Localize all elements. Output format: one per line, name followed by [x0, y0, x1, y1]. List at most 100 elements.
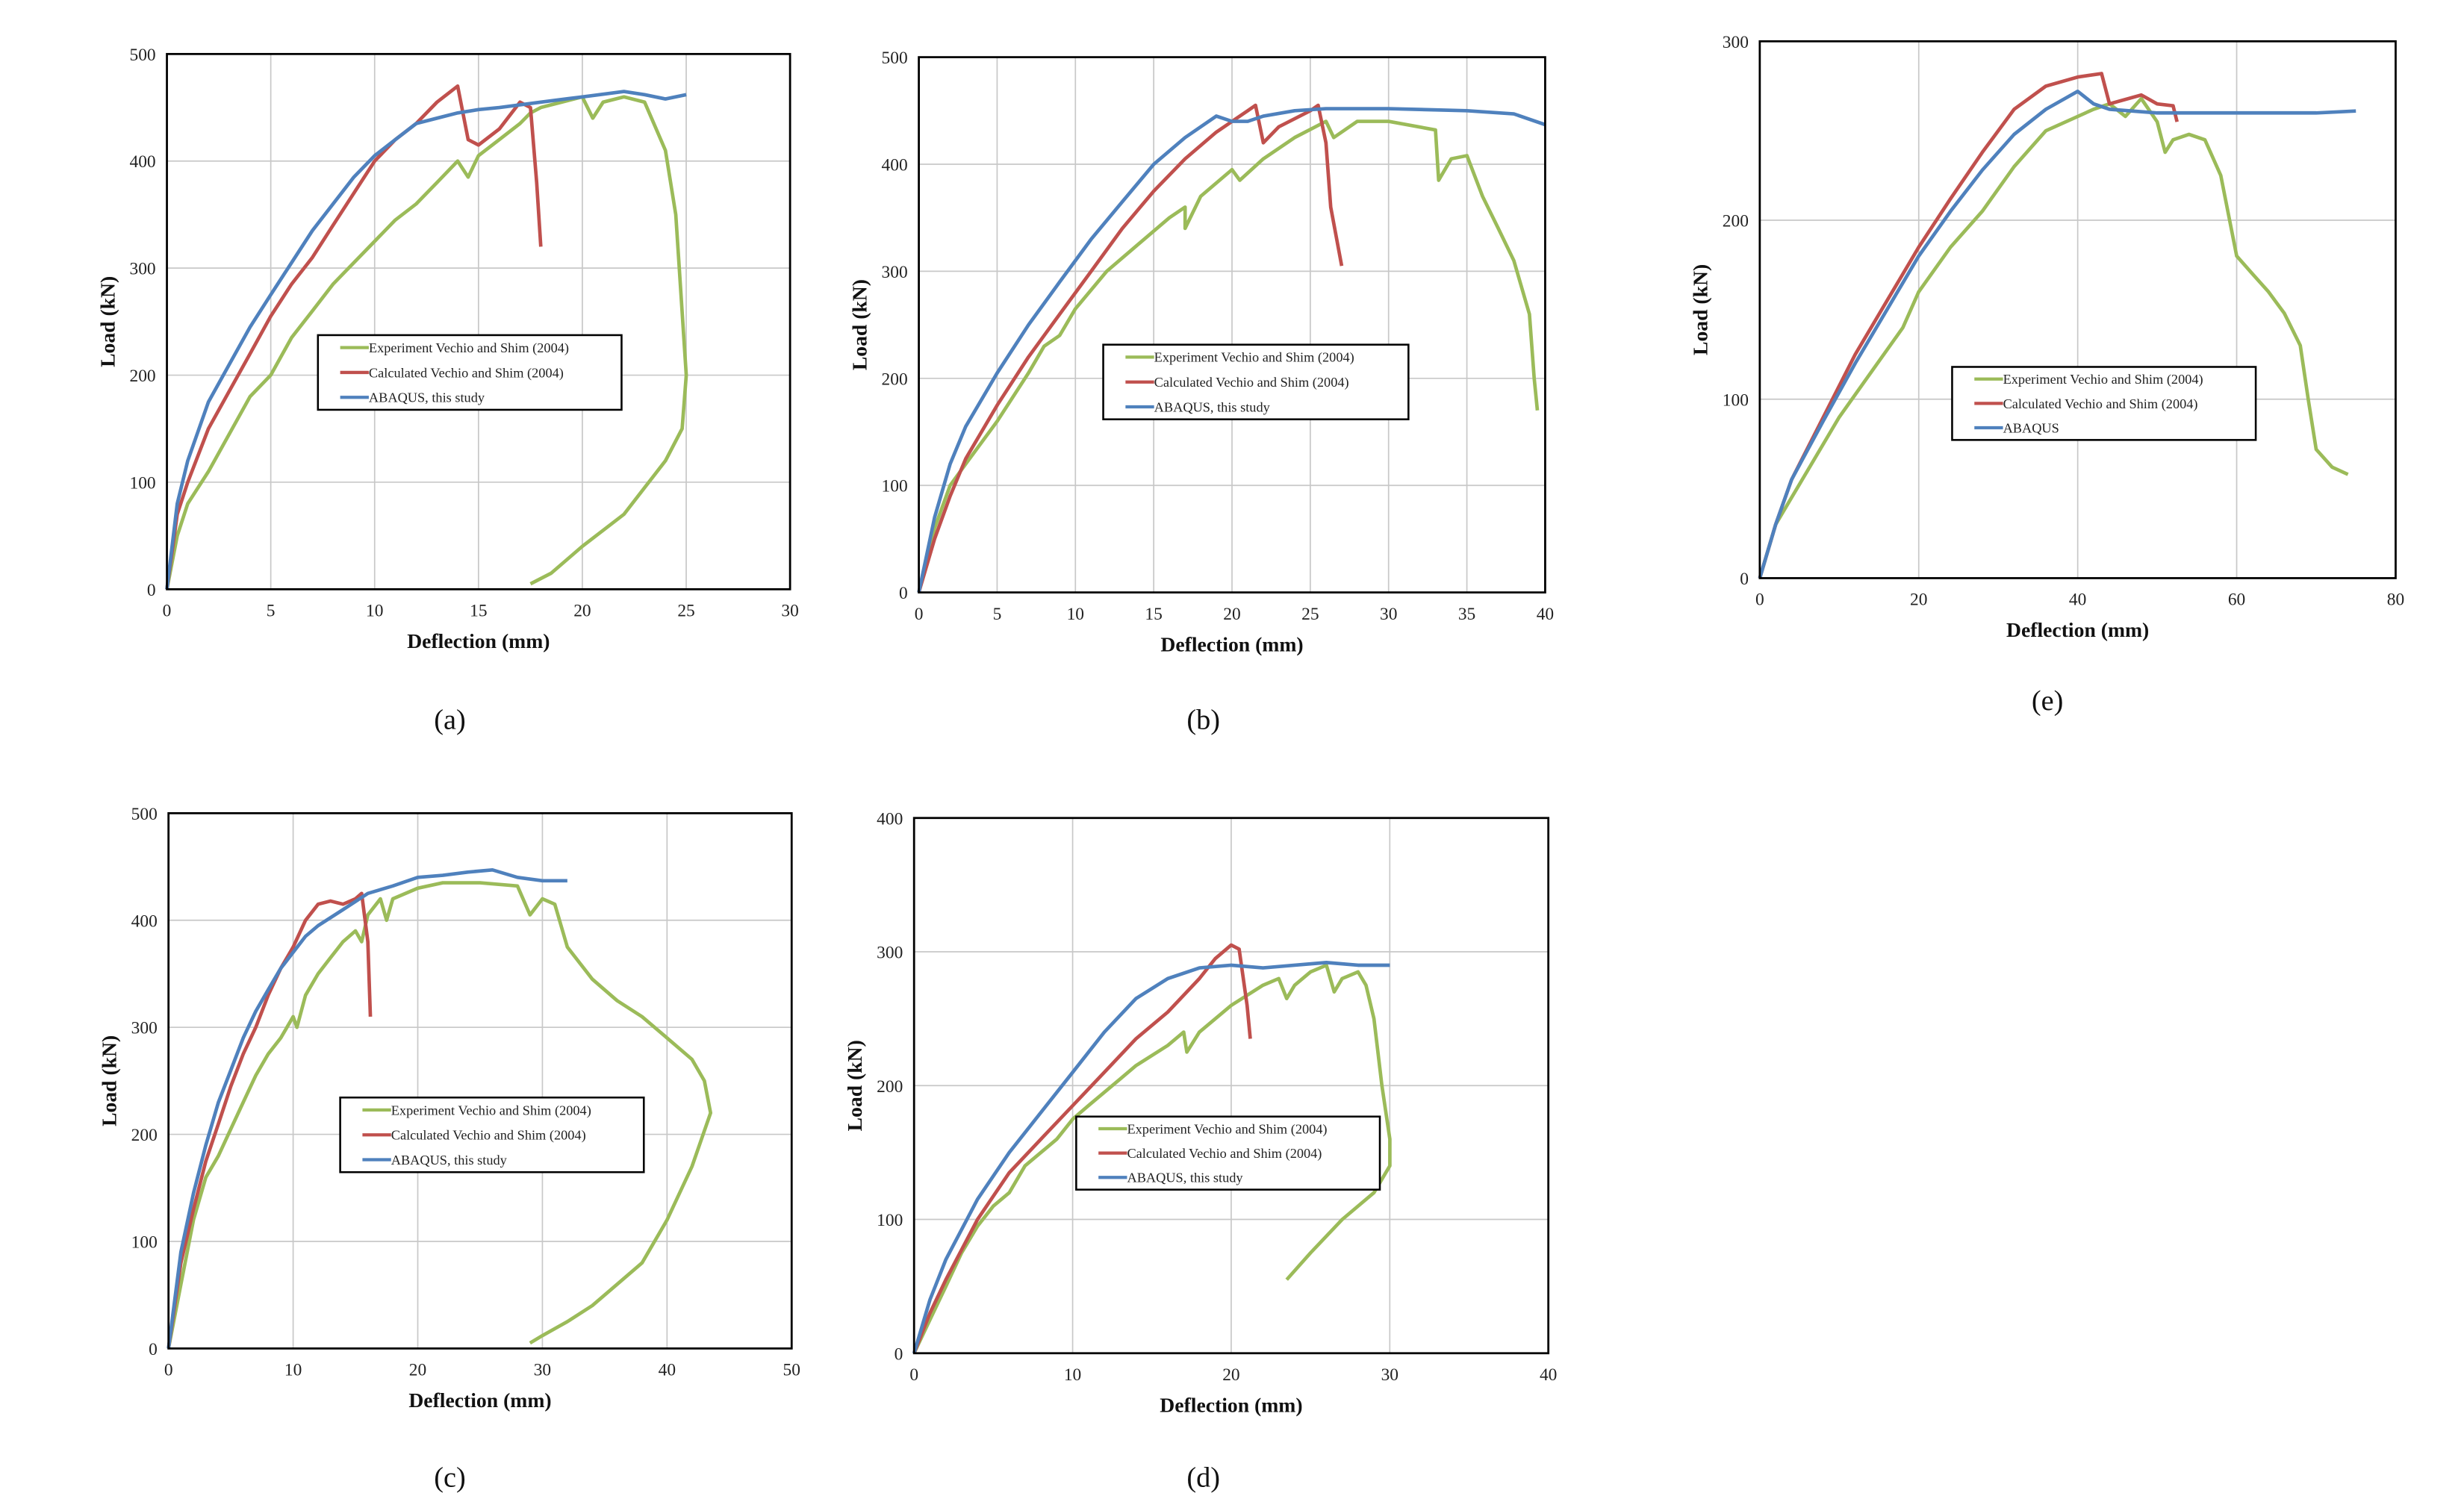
y-tick-label: 200	[131, 1126, 158, 1145]
x-tick-label: 0	[1755, 590, 1764, 610]
y-tick-label: 500	[131, 805, 158, 824]
x-tick-label: 0	[163, 602, 172, 621]
y-tick-label: 300	[131, 1019, 158, 1038]
legend: Experiment Vechio and Shim (2004) Calcula…	[1075, 1115, 1381, 1191]
x-tick-label: 0	[909, 1365, 918, 1385]
plot-frame	[918, 56, 1546, 593]
legend-label: ABAQUS	[2003, 420, 2059, 435]
y-tick-label: 0	[147, 581, 156, 600]
legend-label: Experiment Vechio and Shim (2004)	[1154, 350, 1354, 366]
y-tick-label: 100	[131, 1232, 158, 1252]
legend-label: Experiment Vechio and Shim (2004)	[369, 340, 569, 356]
series-line-experiment	[917, 119, 1540, 593]
x-tick-label: 30	[1381, 1365, 1399, 1385]
legend-label: Calculated Vechio and Shim (2004)	[2003, 396, 2198, 412]
y-tick-label: 300	[882, 263, 908, 282]
x-tick-label: 15	[470, 602, 487, 621]
series-line-abaqus	[165, 90, 687, 590]
x-axis-label: Deflection (mm)	[1160, 632, 1303, 655]
series-line-experiment	[1758, 96, 2349, 579]
x-tick-label: 60	[2228, 590, 2245, 610]
x-axis-label: Deflection (mm)	[407, 629, 550, 652]
legend-label: ABAQUS, this study	[1127, 1171, 1243, 1185]
y-tick-label: 400	[131, 911, 158, 931]
legend-label: ABAQUS, this study	[391, 1153, 508, 1168]
y-tick-label: 0	[899, 584, 908, 603]
plot-frame	[1758, 40, 2397, 579]
legend-label: ABAQUS, this study	[1154, 399, 1271, 414]
chart-panel-e: 0 20 40 60 80 0 100 200 300 Deflection (mm) Load (…	[1689, 33, 2405, 717]
legend: Experiment Vechio and Shim (2004) Calcula…	[317, 334, 623, 411]
y-tick-label: 300	[1723, 33, 1749, 52]
y-tick-label: 0	[1740, 570, 1749, 589]
y-tick-label: 300	[877, 944, 903, 963]
legend-label: Calculated Vechio and Shim (2004)	[1127, 1146, 1322, 1162]
series-line-calculated	[1758, 72, 2179, 579]
y-axis-label: Load (kN)	[96, 276, 119, 367]
x-tick-label: 20	[573, 602, 591, 621]
y-axis-label: Load (kN)	[1689, 264, 1712, 355]
x-tick-label: 5	[267, 602, 276, 621]
y-tick-label: 400	[882, 156, 908, 175]
x-tick-label: 10	[284, 1361, 302, 1380]
x-tick-label: 10	[1064, 1365, 1081, 1385]
y-tick-label: 200	[1723, 212, 1749, 231]
series-line-calculated	[165, 84, 543, 590]
x-tick-label: 50	[783, 1361, 800, 1380]
y-tick-label: 100	[1723, 390, 1749, 410]
y-axis-label: Load (kN)	[843, 1040, 866, 1131]
x-tick-label: 20	[409, 1361, 426, 1380]
x-tick-label: 25	[677, 602, 694, 621]
series-line-abaqus	[1758, 90, 2356, 579]
x-tick-label: 40	[1537, 605, 1554, 624]
y-tick-label: 100	[882, 477, 908, 496]
y-axis-label: Load (kN)	[97, 1035, 120, 1126]
y-tick-label: 200	[130, 367, 156, 386]
x-tick-label: 35	[1458, 605, 1475, 624]
x-tick-label: 0	[915, 605, 924, 624]
x-tick-label: 15	[1145, 605, 1162, 624]
x-tick-label: 30	[1380, 605, 1397, 624]
legend-label: Calculated Vechio and Shim (2004)	[391, 1128, 586, 1144]
legend-label: Experiment Vechio and Shim (2004)	[2003, 372, 2203, 387]
x-axis-label: Deflection (mm)	[408, 1388, 551, 1412]
y-tick-label: 200	[877, 1077, 903, 1097]
x-tick-label: 20	[1222, 1365, 1239, 1385]
series-line-abaqus	[912, 961, 1390, 1354]
legend: Experiment Vechio and Shim (2004) Calcula…	[1102, 343, 1410, 420]
x-tick-label: 20	[1910, 590, 1927, 610]
y-tick-label: 0	[149, 1340, 158, 1359]
panel-label: (a)	[434, 705, 466, 736]
plot-frame	[166, 52, 791, 590]
legend-label: Experiment Vechio and Shim (2004)	[1127, 1121, 1327, 1137]
x-tick-label: 30	[781, 602, 798, 621]
x-tick-label: 80	[2387, 590, 2404, 610]
legend: Experiment Vechio and Shim (2004) Calcula…	[339, 1096, 645, 1173]
panel-label: (d)	[1186, 1462, 1220, 1493]
y-tick-label: 300	[130, 260, 156, 279]
legend: Experiment Vechio and Shim (2004) Calcula…	[1951, 366, 2257, 441]
legend-label: Calculated Vechio and Shim (2004)	[369, 365, 564, 381]
x-tick-label: 0	[164, 1361, 173, 1380]
y-tick-label: 100	[877, 1211, 903, 1230]
x-tick-label: 30	[534, 1361, 551, 1380]
y-tick-label: 400	[130, 152, 156, 172]
x-tick-label: 10	[366, 602, 383, 621]
legend-label: Calculated Vechio and Shim (2004)	[1154, 375, 1349, 390]
series-line-calculated	[917, 103, 1344, 593]
y-tick-label: 400	[877, 809, 903, 829]
y-tick-label: 200	[882, 370, 908, 389]
x-tick-label: 40	[2069, 590, 2086, 610]
x-axis-label: Deflection (mm)	[1160, 1393, 1302, 1416]
x-tick-label: 25	[1301, 605, 1319, 624]
x-axis-label: Deflection (mm)	[2006, 618, 2149, 641]
y-tick-label: 500	[130, 46, 156, 65]
x-tick-label: 5	[993, 605, 1002, 624]
y-tick-label: 0	[895, 1344, 903, 1364]
series-line-calculated	[912, 943, 1252, 1354]
x-tick-label: 10	[1067, 605, 1084, 624]
